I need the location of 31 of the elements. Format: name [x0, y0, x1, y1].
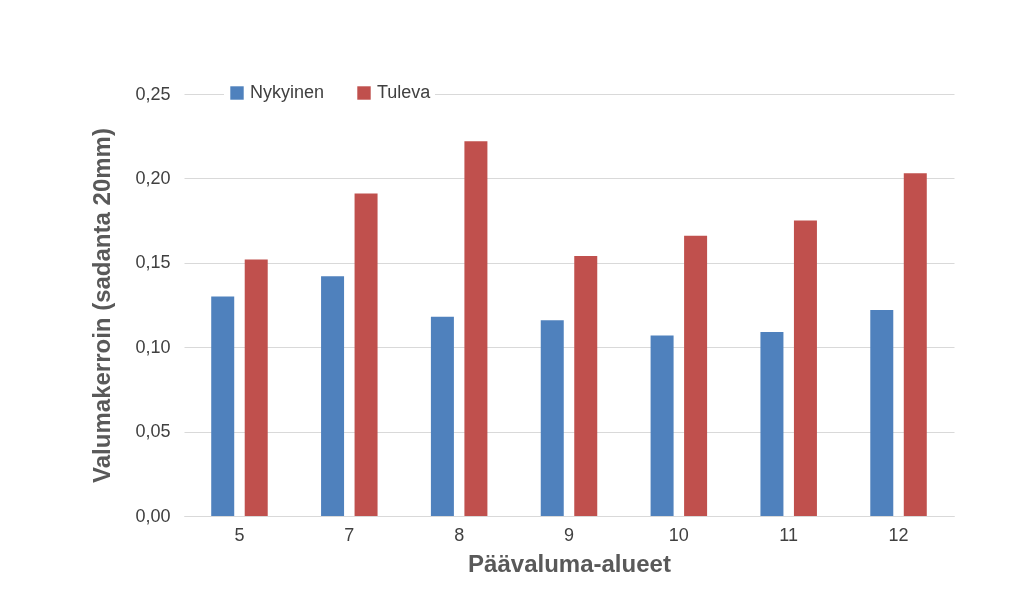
legend-label: Nykyinen	[250, 82, 325, 102]
x-axis-title: Päävaluma-alueet	[468, 549, 671, 577]
bar	[244, 259, 268, 516]
bar	[354, 193, 378, 516]
bar	[870, 310, 894, 516]
y-tick-label: 0,20	[135, 167, 171, 188]
y-tick-label: 0,00	[135, 505, 171, 526]
bar	[574, 256, 598, 516]
legend-label: Tuleva	[377, 82, 432, 102]
y-axis-title: Valumakerroin (sadanta 20mm)	[88, 128, 116, 483]
bar	[464, 141, 488, 516]
x-tick-label: 10	[668, 524, 689, 545]
bar	[430, 316, 454, 516]
x-tick-label: 8	[454, 524, 465, 545]
y-tick-label: 0,15	[135, 252, 171, 273]
bar	[684, 235, 708, 516]
bar	[321, 276, 345, 516]
y-tick-label: 0,05	[135, 421, 171, 442]
bar	[793, 220, 817, 516]
y-tick-label: 0,10	[135, 336, 171, 357]
x-tick-label: 12	[888, 524, 909, 545]
y-tick-label: 0,25	[135, 83, 171, 104]
x-tick-label: 7	[344, 524, 355, 545]
bar	[211, 296, 235, 516]
bar	[650, 335, 674, 516]
x-tick-label: 11	[779, 524, 799, 545]
bar	[903, 173, 927, 516]
x-tick-label: 9	[563, 524, 575, 545]
bar	[540, 320, 564, 516]
bar	[760, 332, 784, 516]
x-tick-label: 5	[234, 524, 245, 545]
